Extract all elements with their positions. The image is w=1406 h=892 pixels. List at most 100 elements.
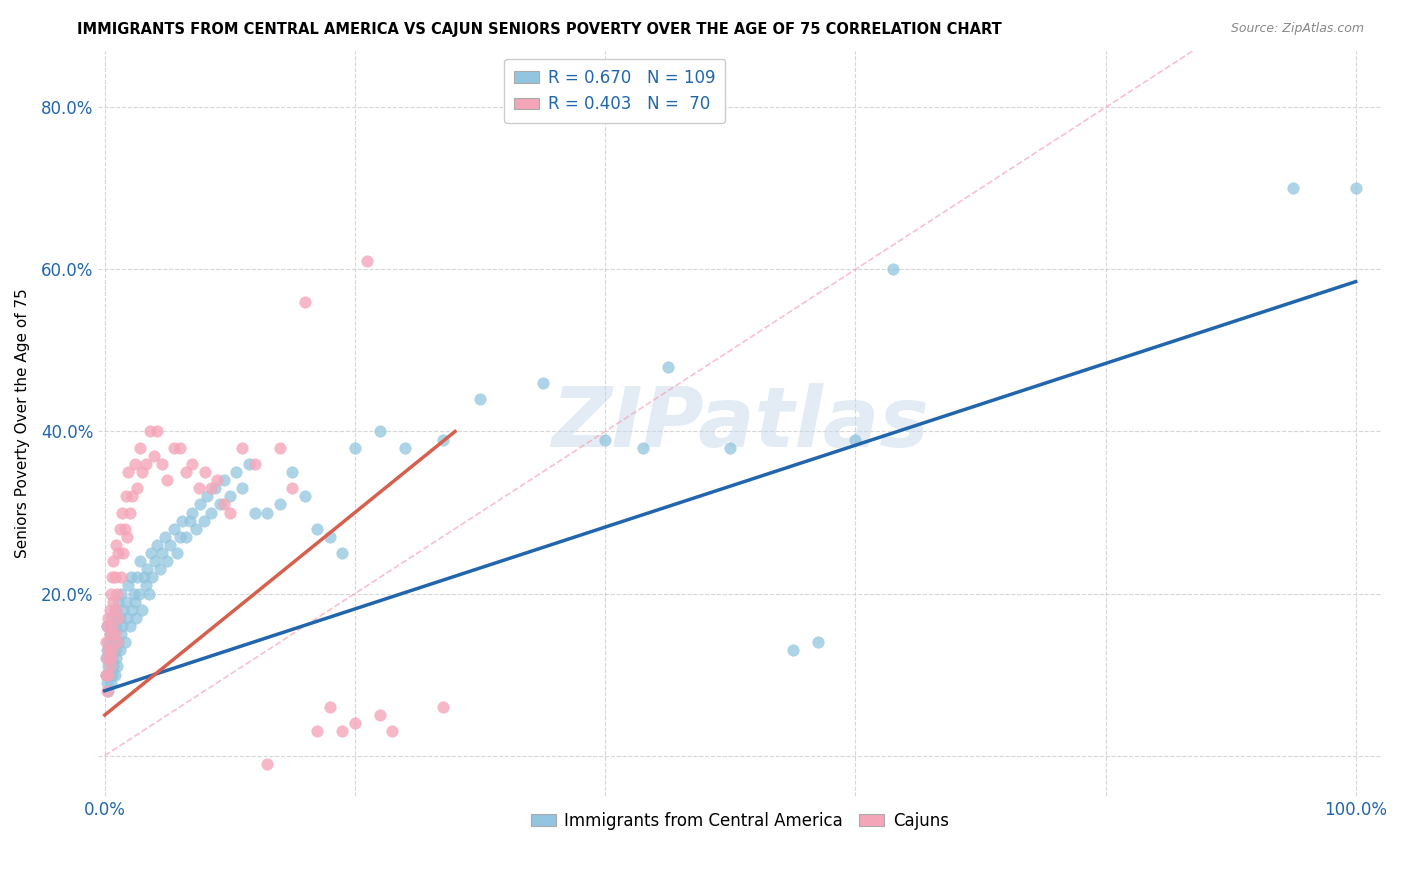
Point: [108, 643, 131, 657]
Point: [307, 724, 329, 739]
Point: [143, 554, 166, 568]
Point: [104, 603, 127, 617]
Point: [139, 425, 162, 439]
Point: [200, 506, 222, 520]
Point: [343, 441, 366, 455]
Point: [97, 659, 120, 673]
Point: [94, 667, 117, 681]
Point: [100, 675, 122, 690]
Text: Source: ZipAtlas.com: Source: ZipAtlas.com: [1230, 22, 1364, 36]
Point: [117, 530, 139, 544]
Point: [107, 635, 129, 649]
Point: [97, 635, 120, 649]
Point: [115, 489, 138, 503]
Point: [782, 643, 804, 657]
Point: [468, 392, 491, 406]
Point: [204, 481, 226, 495]
Point: [104, 538, 127, 552]
Point: [105, 659, 128, 673]
Point: [100, 635, 122, 649]
Point: [101, 667, 124, 681]
Point: [256, 506, 278, 520]
Point: [141, 570, 163, 584]
Point: [131, 465, 153, 479]
Point: [100, 619, 122, 633]
Point: [114, 522, 136, 536]
Point: [146, 425, 169, 439]
Point: [128, 554, 150, 568]
Point: [100, 586, 122, 600]
Point: [103, 619, 125, 633]
Point: [256, 756, 278, 771]
Point: [100, 651, 122, 665]
Point: [368, 708, 391, 723]
Point: [166, 546, 188, 560]
Point: [104, 635, 127, 649]
Point: [97, 611, 120, 625]
Point: [103, 594, 125, 608]
Point: [194, 465, 217, 479]
Point: [136, 562, 159, 576]
Point: [146, 538, 169, 552]
Y-axis label: Seniors Poverty Over the Age of 75: Seniors Poverty Over the Age of 75: [15, 288, 30, 558]
Point: [231, 441, 253, 455]
Point: [98, 651, 121, 665]
Point: [181, 506, 204, 520]
Point: [122, 586, 145, 600]
Point: [108, 611, 131, 625]
Point: [131, 603, 153, 617]
Point: [114, 635, 136, 649]
Point: [356, 254, 378, 268]
Point: [657, 359, 679, 374]
Point: [101, 627, 124, 641]
Point: [104, 651, 127, 665]
Point: [162, 522, 184, 536]
Point: [181, 457, 204, 471]
Point: [128, 441, 150, 455]
Point: [115, 594, 138, 608]
Point: [96, 619, 118, 633]
Point: [156, 554, 179, 568]
Point: [105, 586, 128, 600]
Point: [307, 522, 329, 536]
Point: [98, 659, 121, 673]
Point: [108, 522, 131, 536]
Point: [135, 578, 157, 592]
Point: [159, 538, 181, 552]
Point: [1282, 181, 1305, 195]
Point: [96, 675, 118, 690]
Point: [127, 570, 149, 584]
Point: [96, 683, 118, 698]
Point: [98, 603, 121, 617]
Point: [97, 667, 120, 681]
Point: [132, 570, 155, 584]
Point: [101, 651, 124, 665]
Point: [117, 578, 139, 592]
Point: [231, 481, 253, 495]
Point: [381, 724, 404, 739]
Point: [98, 627, 121, 641]
Point: [103, 643, 125, 657]
Point: [368, 425, 391, 439]
Point: [96, 651, 118, 665]
Point: [269, 497, 291, 511]
Point: [127, 481, 149, 495]
Point: [169, 441, 191, 455]
Point: [332, 546, 354, 560]
Point: [718, 441, 741, 455]
Point: [112, 603, 135, 617]
Point: [294, 489, 316, 503]
Point: [110, 586, 132, 600]
Point: [94, 667, 117, 681]
Point: [531, 376, 554, 390]
Point: [188, 497, 211, 511]
Point: [110, 627, 132, 641]
Point: [97, 643, 120, 657]
Point: [319, 530, 342, 544]
Point: [174, 465, 197, 479]
Point: [225, 465, 247, 479]
Point: [150, 457, 173, 471]
Point: [172, 514, 194, 528]
Point: [212, 497, 235, 511]
Point: [118, 619, 141, 633]
